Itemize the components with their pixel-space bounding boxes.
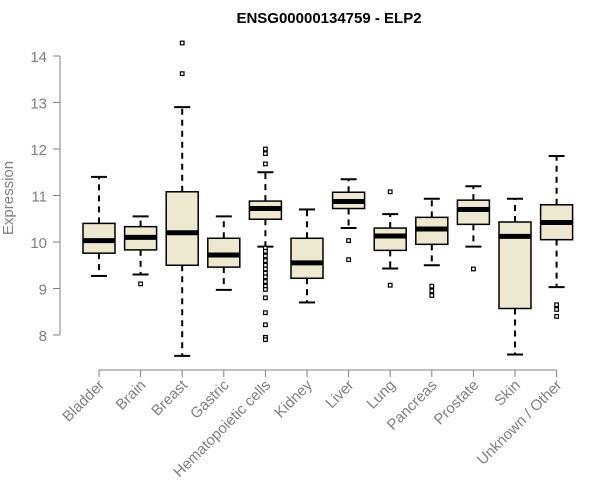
y-axis-label: Expression xyxy=(0,161,17,235)
outlier-point xyxy=(263,337,268,343)
outlier-point xyxy=(263,253,268,259)
y-tick-label: 12 xyxy=(30,142,47,159)
outlier-point xyxy=(263,310,268,316)
box-brain xyxy=(123,215,158,287)
box-breast xyxy=(165,40,199,357)
y-tick-label: 13 xyxy=(30,96,47,113)
y-tick-label: 14 xyxy=(30,49,47,66)
y-tick-label: 11 xyxy=(31,189,47,206)
outlier-point xyxy=(263,279,268,284)
box-skin xyxy=(498,197,532,356)
outlier-point xyxy=(263,270,268,276)
outlier-point xyxy=(429,288,435,294)
outlier-point xyxy=(179,40,185,46)
outlier-point xyxy=(387,189,393,195)
outlier-point xyxy=(263,274,268,280)
outlier-point xyxy=(263,322,268,328)
box-lung xyxy=(373,189,407,288)
box-bladder xyxy=(82,175,116,277)
box-kidney xyxy=(290,208,324,304)
y-tick-label: 10 xyxy=(30,235,47,252)
outlier-point xyxy=(179,71,185,77)
x-tick-label: Breast xyxy=(148,376,191,419)
outlier-point xyxy=(346,257,351,263)
y-tick-label: 8 xyxy=(39,328,47,345)
outlier-point xyxy=(346,238,351,244)
box-series xyxy=(82,40,574,357)
box-pancreas xyxy=(415,197,449,298)
outlier-point xyxy=(554,302,559,308)
iqr-box xyxy=(456,199,491,226)
outlier-point xyxy=(263,295,268,301)
iqr-box xyxy=(290,237,324,280)
outlier-point xyxy=(263,287,268,292)
y-tick-label: 9 xyxy=(39,282,47,299)
x-tick-label: Brain xyxy=(113,377,150,414)
x-tick-label: Prostate xyxy=(431,377,483,429)
x-tick-label: Skin xyxy=(491,377,524,410)
box-liver xyxy=(331,178,366,263)
iqr-box xyxy=(373,227,407,252)
box-hematopoietic-cells xyxy=(248,146,283,343)
outlier-point xyxy=(263,161,268,167)
box-unknown-other xyxy=(539,154,574,319)
outlier-point xyxy=(263,248,268,254)
outlier-point xyxy=(138,281,144,287)
outlier-point xyxy=(263,258,268,263)
outlier-point xyxy=(554,314,559,319)
outlier-point xyxy=(263,151,268,157)
box-prostate xyxy=(456,185,491,272)
outlier-point xyxy=(429,283,435,289)
y-axis: 8 9 10 11 12 13 14 xyxy=(30,49,61,345)
outlier-point xyxy=(429,293,435,298)
x-tick-label: Liver xyxy=(322,377,357,412)
outlier-point xyxy=(387,282,393,288)
x-tick-label: Lung xyxy=(363,377,399,413)
outlier-point xyxy=(263,146,268,152)
outlier-point xyxy=(471,266,476,272)
box-gastric xyxy=(207,215,241,291)
chart-title: ENSG00000134759 - ELP2 xyxy=(236,10,421,27)
outlier-point xyxy=(554,307,559,312)
x-tick-label: Kidney xyxy=(271,376,316,421)
outlier-point xyxy=(263,266,268,272)
iqr-box xyxy=(165,191,199,266)
x-tick-label: Bladder xyxy=(59,377,108,426)
outlier-point xyxy=(263,262,268,268)
